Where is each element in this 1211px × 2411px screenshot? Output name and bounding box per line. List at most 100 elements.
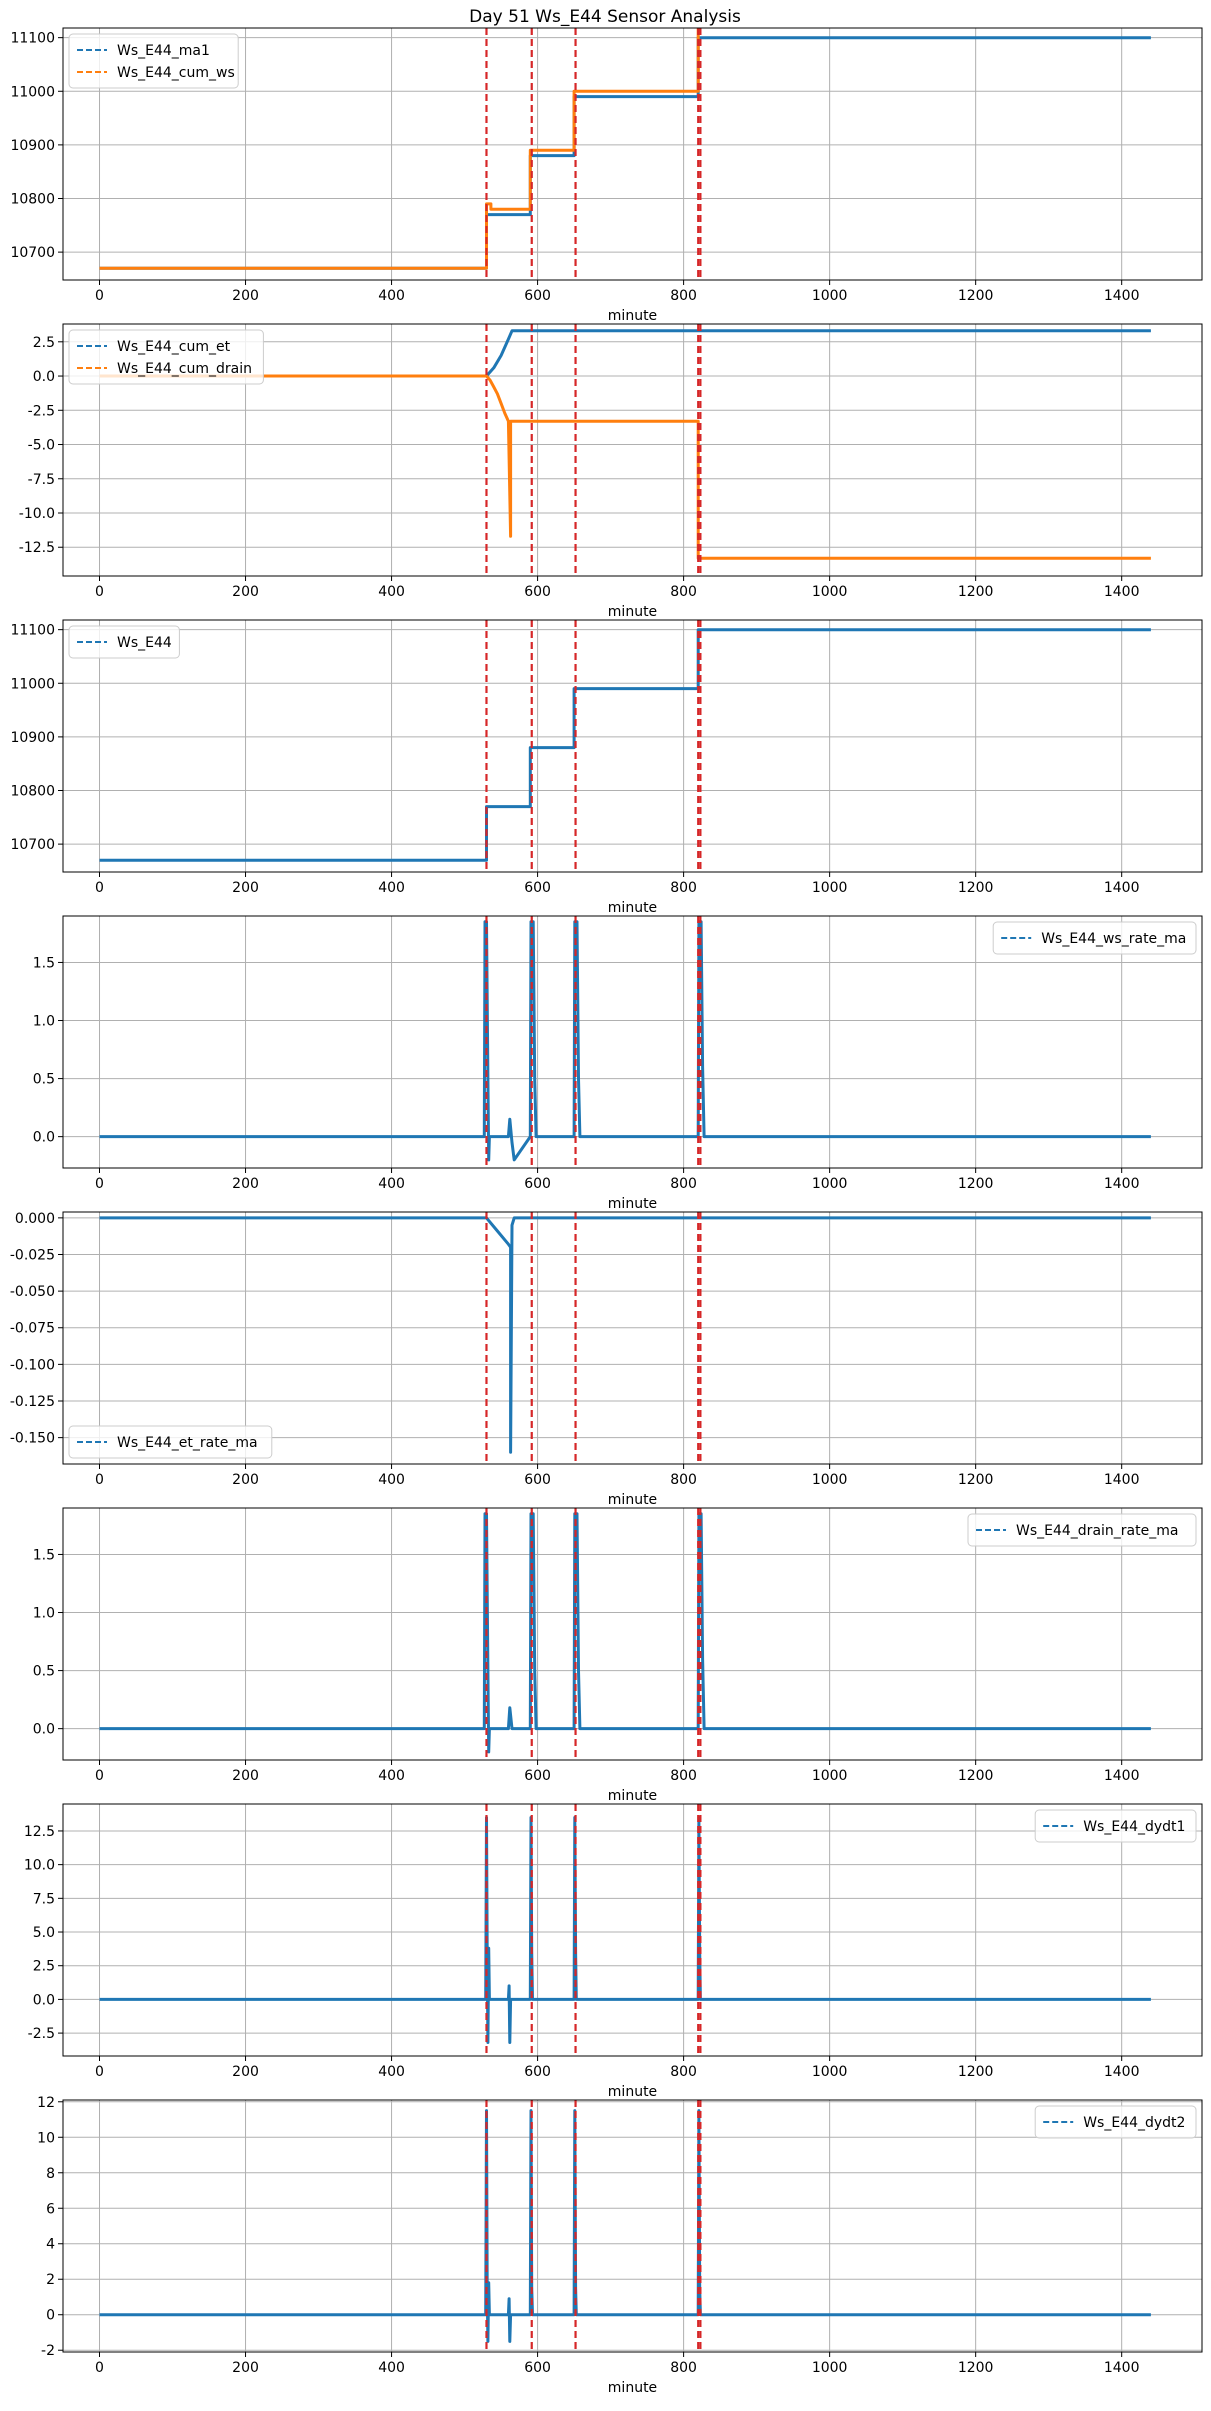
legend-box bbox=[68, 329, 264, 385]
x-tick-label: 1200 bbox=[958, 880, 994, 896]
y-tick-label: 0.0 bbox=[33, 369, 55, 385]
x-tick-label: 800 bbox=[670, 1472, 697, 1488]
x-axis-label: minute bbox=[608, 2380, 657, 2396]
y-tick-label: 10900 bbox=[10, 730, 55, 746]
y-tick-label: 0.5 bbox=[33, 1664, 55, 1680]
x-tick-label: 600 bbox=[524, 2064, 551, 2080]
x-tick-label: 0 bbox=[95, 288, 104, 304]
y-tick-label: 10800 bbox=[10, 784, 55, 800]
x-axis-label: minute bbox=[608, 2084, 657, 2100]
y-tick-label: 11000 bbox=[10, 84, 55, 100]
x-axis-label: minute bbox=[608, 1492, 657, 1508]
y-tick-label: 10700 bbox=[10, 837, 55, 853]
chart-6: 0 200 400 600 800 1000 1200 1400 1.5 1.0 0.5 0.0 min… bbox=[33, 1507, 1203, 1804]
x-tick-label: 400 bbox=[378, 1768, 405, 1784]
y-tick-label: 1.5 bbox=[33, 955, 55, 971]
y-tick-label: 11100 bbox=[10, 31, 55, 47]
legend-entry: Ws_E44_dydt1 bbox=[1083, 1819, 1185, 1835]
x-tick-label: 1400 bbox=[1104, 288, 1140, 304]
series-line-Ws_E44_drain_rate_ma bbox=[99, 1512, 1151, 1754]
y-tick-label: -2.5 bbox=[28, 403, 55, 419]
x-tick-label: 1200 bbox=[958, 2360, 994, 2376]
x-tick-label: 400 bbox=[378, 1176, 405, 1192]
x-tick-label: 400 bbox=[378, 880, 405, 896]
y-tick-label: 11000 bbox=[10, 676, 55, 692]
y-tick-label: 0.000 bbox=[15, 1211, 55, 1227]
legend-entry: Ws_E44_drain_rate_ma bbox=[1016, 1523, 1178, 1539]
series-line-Ws_E44_dydt2 bbox=[99, 2109, 1151, 2343]
x-axis-label: minute bbox=[608, 1788, 657, 1804]
x-tick-label: 400 bbox=[378, 584, 405, 600]
y-tick-label: -5.0 bbox=[28, 438, 55, 454]
legend-box bbox=[68, 625, 180, 659]
x-tick-label: 1200 bbox=[958, 1768, 994, 1784]
x-tick-label: 1400 bbox=[1104, 1176, 1140, 1192]
x-tick-label: 600 bbox=[524, 584, 551, 600]
x-tick-label: 1000 bbox=[812, 1176, 848, 1192]
x-tick-label: 1000 bbox=[812, 584, 848, 600]
x-tick-label: 0 bbox=[95, 2064, 104, 2080]
x-tick-label: 1200 bbox=[958, 1176, 994, 1192]
chart-3: 0 200 400 600 800 1000 1200 1400 10700 10800 10900… bbox=[10, 619, 1203, 916]
x-tick-label: 1000 bbox=[812, 2064, 848, 2080]
plot-area bbox=[99, 1816, 1151, 2044]
y-tick-label: 11100 bbox=[10, 623, 55, 639]
x-axis-label: minute bbox=[608, 604, 657, 620]
x-tick-label: 800 bbox=[670, 584, 697, 600]
x-axis-label: minute bbox=[608, 900, 657, 916]
x-tick-label: 1000 bbox=[812, 2360, 848, 2376]
x-tick-label: 1400 bbox=[1104, 2360, 1140, 2376]
x-tick-label: 800 bbox=[670, 2360, 697, 2376]
x-tick-label: 200 bbox=[232, 880, 259, 896]
plot-area bbox=[99, 2109, 1151, 2343]
x-tick-label: 0 bbox=[95, 1176, 104, 1192]
x-tick-label: 1000 bbox=[812, 880, 848, 896]
y-tick-label: 6 bbox=[46, 2201, 55, 2217]
y-tick-label: 5.0 bbox=[33, 1925, 55, 1941]
x-tick-label: 800 bbox=[670, 2064, 697, 2080]
x-tick-label: 400 bbox=[378, 2360, 405, 2376]
plot-area bbox=[99, 1216, 1151, 1454]
x-tick-label: 1200 bbox=[958, 288, 994, 304]
x-tick-label: 1400 bbox=[1104, 880, 1140, 896]
x-tick-label: 400 bbox=[378, 1472, 405, 1488]
axes-frame bbox=[62, 1803, 1203, 2057]
x-tick-label: 200 bbox=[232, 2064, 259, 2080]
y-tick-label: -0.125 bbox=[10, 1394, 55, 1410]
x-tick-label: 400 bbox=[378, 2064, 405, 2080]
axes-frame bbox=[62, 2099, 1203, 2353]
figure-title: Day 51 Ws_E44 Sensor Analysis bbox=[469, 7, 741, 27]
x-tick-label: 800 bbox=[670, 880, 697, 896]
x-tick-label: 1400 bbox=[1104, 2064, 1140, 2080]
x-tick-label: 0 bbox=[95, 880, 104, 896]
y-tick-label: 7.5 bbox=[33, 1891, 55, 1907]
y-tick-label: 2 bbox=[46, 2272, 55, 2288]
axes-frame bbox=[62, 915, 1203, 1169]
chart-2: 0 200 400 600 800 1000 1200 1400 2.5 0.0 -2.5 -5.0 -… bbox=[19, 323, 1203, 620]
x-tick-label: 1000 bbox=[812, 1472, 848, 1488]
x-tick-label: 600 bbox=[524, 1768, 551, 1784]
x-tick-label: 0 bbox=[95, 584, 104, 600]
y-tick-label: -12.5 bbox=[19, 540, 55, 556]
y-tick-label: -0.050 bbox=[10, 1284, 55, 1300]
chart-1: 0 200 400 600 800 1000 1200 1400 10700 10800 10900… bbox=[10, 27, 1203, 324]
y-tick-label: 10800 bbox=[10, 192, 55, 208]
series-line-Ws_E44_ma1 bbox=[99, 36, 1151, 270]
legend: Ws_E44_dydt2 bbox=[1034, 2105, 1197, 2139]
legend: Ws_E44_cum_et Ws_E44_cum_drain bbox=[68, 329, 264, 385]
y-tick-label: 12.5 bbox=[24, 1824, 55, 1840]
x-tick-label: 600 bbox=[524, 2360, 551, 2376]
y-tick-label: 10 bbox=[37, 2130, 55, 2146]
y-tick-label: 1.5 bbox=[33, 1547, 55, 1563]
plot-area bbox=[99, 628, 1151, 862]
legend-box bbox=[992, 921, 1197, 955]
y-tick-label: -2.5 bbox=[28, 2026, 55, 2042]
legend-entry: Ws_E44_et_rate_ma bbox=[117, 1435, 258, 1451]
chart-5: 0 200 400 600 800 1000 1200 1400 0.000 -0.025 -0.0… bbox=[10, 1211, 1203, 1508]
legend: Ws_E44_drain_rate_ma bbox=[967, 1513, 1197, 1547]
series-line-Ws_E44_dydt1 bbox=[99, 1816, 1151, 2044]
x-axis-label: minute bbox=[608, 308, 657, 324]
x-tick-label: 600 bbox=[524, 1472, 551, 1488]
x-tick-label: 1400 bbox=[1104, 1472, 1140, 1488]
